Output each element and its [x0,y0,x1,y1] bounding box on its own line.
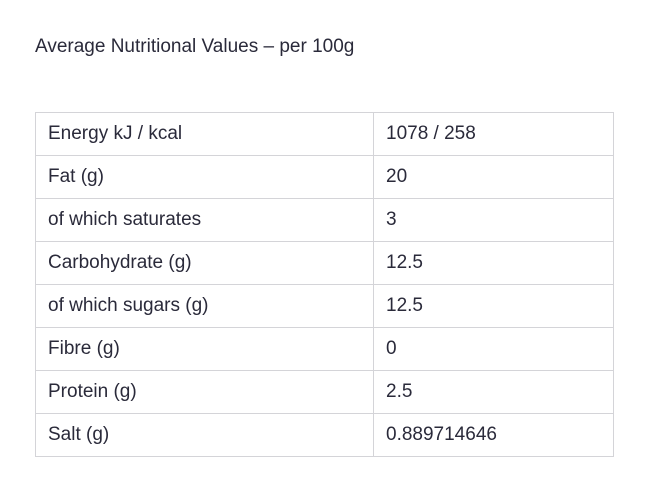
table-row: of which saturates 3 [35,198,614,242]
nutrient-value: 3 [373,198,614,242]
page-title: Average Nutritional Values – per 100g [35,36,355,57]
nutrient-value: 1078 / 258 [373,112,614,156]
nutrient-value: 0 [373,327,614,371]
table-row: Energy kJ / kcal 1078 / 258 [35,112,614,156]
nutrient-label: Salt (g) [35,413,374,457]
table-row: Fibre (g) 0 [35,327,614,371]
table-row: Carbohydrate (g) 12.5 [35,241,614,285]
table-row: of which sugars (g) 12.5 [35,284,614,328]
table-row: Fat (g) 20 [35,155,614,199]
nutrient-value: 12.5 [373,284,614,328]
nutrient-value: 2.5 [373,370,614,414]
nutrient-value: 12.5 [373,241,614,285]
nutrient-label: Fibre (g) [35,327,374,371]
nutrient-label: of which sugars (g) [35,284,374,328]
nutrient-label: Carbohydrate (g) [35,241,374,285]
nutrient-label: Protein (g) [35,370,374,414]
nutrient-value: 20 [373,155,614,199]
table-row: Protein (g) 2.5 [35,370,614,414]
nutrition-table: Energy kJ / kcal 1078 / 258 Fat (g) 20 o… [35,112,614,457]
nutrient-label: Fat (g) [35,155,374,199]
nutrient-label: Energy kJ / kcal [35,112,374,156]
table-row: Salt (g) 0.889714646 [35,413,614,457]
nutrient-label: of which saturates [35,198,374,242]
nutrient-value: 0.889714646 [373,413,614,457]
